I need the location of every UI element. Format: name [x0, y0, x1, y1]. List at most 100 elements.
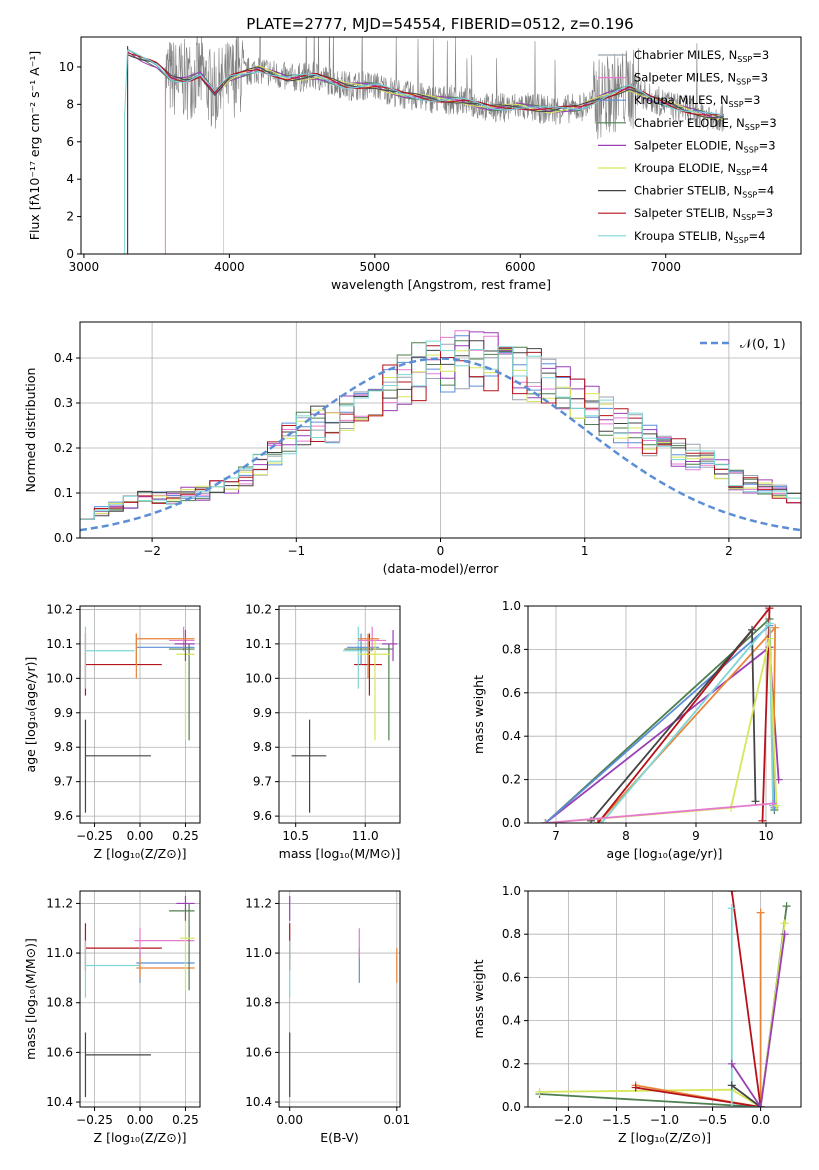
- weight-marker: [780, 919, 789, 928]
- y-tick-label: 9.9: [54, 706, 73, 720]
- weight-marker: [765, 606, 774, 613]
- y-tick-label: 9.8: [54, 740, 73, 754]
- x-axis-label: Z [log₁₀(Z/Z⊙)]: [94, 846, 187, 861]
- x-tick-label: 3000: [69, 260, 100, 274]
- x-tick-label: −2.0: [554, 1113, 583, 1127]
- histogram-step: [80, 340, 801, 520]
- x-tick-label: −1: [287, 544, 305, 558]
- y-tick-label: 9.7: [54, 775, 73, 789]
- weight-marker: [597, 819, 606, 823]
- x-tick-label: 1: [581, 544, 589, 558]
- weight-vs-age-lines: [541, 606, 783, 823]
- weight-marker: [782, 902, 791, 911]
- weight-marker: [631, 1083, 640, 1092]
- weight-marker: [758, 816, 767, 823]
- x-tick-label: 0.25: [172, 1113, 199, 1127]
- model-spectrum-line: [126, 46, 724, 254]
- y-tick-label: 11.2: [46, 896, 73, 910]
- plot-frame: [527, 890, 802, 1108]
- x-tick-label: −1.0: [650, 1113, 679, 1127]
- y-tick-label: 6: [66, 135, 74, 149]
- mass-vs-ebv-axes: 0.00 0.01 10.4 10.6 10.8 11.0 11.2 E(B-V): [245, 891, 410, 1145]
- y-tick-label: 4: [66, 172, 74, 186]
- x-tick-label: −2: [143, 544, 161, 558]
- y-tick-label: 10: [59, 60, 74, 74]
- spectrum-axes: 3000 4000 5000 6000 7000 0 2 4 6 8 10 wavelength [A…: [27, 51, 681, 292]
- age-vs-Z-points: [84, 626, 195, 813]
- weight-marker: [594, 819, 602, 823]
- weight-line: [544, 623, 776, 823]
- y-axis-label: mass [log₁₀(M/M⊙)]: [23, 938, 38, 1060]
- weight-marker: [727, 1081, 736, 1090]
- y-tick-label: 10.4: [46, 1095, 73, 1109]
- weight-marker: [727, 1103, 736, 1107]
- x-axis-label: Z [log₁₀(Z/Z⊙)]: [94, 1130, 187, 1145]
- weight-line: [597, 625, 777, 823]
- y-tick-label: 11.2: [245, 896, 272, 910]
- weight-vs-Z-lines: [535, 891, 791, 1107]
- y-tick-label: 10.0: [245, 671, 272, 685]
- mass-vs-Z-points: [84, 895, 195, 1098]
- y-tick-label: 9.9: [253, 706, 272, 720]
- weight-marker: [727, 904, 736, 913]
- legend-label: Chabrier STELIB, NSSP=4: [634, 184, 774, 200]
- x-axis-label: Z [log₁₀(Z/Z⊙)]: [618, 1130, 711, 1145]
- weight-line: [731, 934, 786, 1107]
- y-tick-label: 0.1: [54, 486, 73, 500]
- x-tick-label: 0.00: [276, 1113, 303, 1127]
- weight-marker: [727, 891, 736, 895]
- x-tick-label: 0.01: [383, 1113, 410, 1127]
- weight-marker: [765, 619, 774, 628]
- weight-line: [544, 645, 780, 823]
- y-tick-label: 0.2: [502, 1057, 521, 1071]
- y-axis-label: mass weight: [471, 959, 486, 1038]
- x-tick-label: −0.25: [76, 1113, 113, 1127]
- x-tick-label: 7000: [650, 260, 681, 274]
- x-axis-label: age [log₁₀(age/yr)]: [607, 846, 723, 861]
- figure-title: PLATE=2777, MJD=54554, FIBERID=0512, z=0…: [246, 15, 633, 33]
- x-tick-label: 0.00: [127, 829, 154, 843]
- y-axis-label: mass weight: [471, 675, 486, 754]
- weight-marker: [771, 623, 780, 632]
- age-vs-mass-axes: 10.5 11.0 9.6 9.7 9.8 9.9 10.0 10.1 10.2 mass [lo…: [245, 602, 400, 861]
- y-tick-label: 0.0: [502, 816, 521, 830]
- y-tick-label: 0: [66, 247, 74, 261]
- weight-marker: [748, 625, 756, 634]
- histogram-layer: [80, 330, 801, 532]
- model-spectrum-line: [126, 46, 724, 254]
- y-tick-label: 1.0: [502, 599, 521, 613]
- plot-frame: [527, 605, 802, 824]
- y-axis-label: age [log₁₀(age/yr)]: [23, 657, 38, 773]
- y-tick-label: 8: [66, 97, 74, 111]
- weight-line: [545, 802, 774, 823]
- legend-label: 𝒩(0, 1): [740, 336, 786, 351]
- x-tick-label: 11.0: [352, 829, 379, 843]
- legend-label: Salpeter MILES, NSSP=3: [634, 71, 768, 87]
- y-axis-label: Normed distribution: [23, 368, 38, 493]
- y-tick-label: 2: [66, 210, 74, 224]
- model-spectrum-line: [222, 65, 724, 254]
- y-tick-label: 9.6: [253, 809, 272, 823]
- weight-vs-age-axes: 7 8 9 10 0.0 0.2 0.4 0.6 0.8 1.0 age [log₁₀(age/yr…: [471, 599, 801, 861]
- y-tick-label: 9.8: [253, 740, 272, 754]
- x-tick-label: 4000: [214, 260, 245, 274]
- y-tick-label: 10.0: [46, 671, 73, 685]
- histogram-step: [80, 345, 801, 520]
- x-tick-label: 9: [692, 829, 700, 843]
- spectrum-legend: Chabrier MILES, NSSP=3 Salpeter MILES, NS…: [598, 48, 777, 245]
- weight-marker: [756, 908, 765, 917]
- y-tick-label: 0.0: [54, 531, 73, 545]
- y-tick-label: 11.0: [245, 946, 272, 960]
- x-tick-label: 10.5: [282, 829, 309, 843]
- y-tick-label: 9.7: [253, 775, 272, 789]
- y-tick-label: 0.3: [54, 396, 73, 410]
- y-tick-label: 10.8: [245, 996, 272, 1010]
- x-tick-label: 10: [758, 829, 773, 843]
- plot-frame: [278, 605, 401, 824]
- weight-marker: [751, 797, 760, 806]
- y-axis-label: Flux [fλ10⁻¹⁷ erg cm⁻² s⁻¹ A⁻¹]: [27, 51, 42, 240]
- y-tick-label: 9.6: [54, 809, 73, 823]
- weight-line: [635, 912, 762, 1107]
- y-tick-label: 1.0: [502, 884, 521, 898]
- x-tick-label: 5000: [360, 260, 391, 274]
